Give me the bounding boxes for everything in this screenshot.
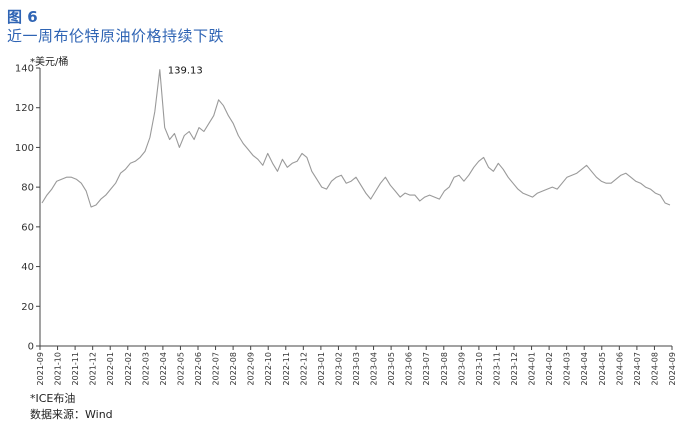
- y-tick-label: 120: [15, 103, 34, 114]
- x-tick-label: 2024-03: [563, 352, 572, 385]
- x-tick-label: 2024-08: [650, 352, 659, 385]
- peak-annotation: 139.13: [168, 66, 203, 77]
- x-tick-label: 2023-09: [457, 352, 466, 385]
- x-tick-label: 2021-11: [71, 352, 80, 385]
- annotations: 139.13: [168, 66, 203, 77]
- note: *ICE布油: [30, 392, 76, 405]
- chart-title: 近一周布伦特原油价格持续下跌: [7, 27, 225, 45]
- x-tick-label: 2022-03: [141, 352, 150, 385]
- x-tick-label: 2023-06: [405, 352, 414, 385]
- x-tick-label: 2024-02: [545, 352, 554, 385]
- x-tick-label: 2021-09: [36, 352, 45, 385]
- x-tick-label: 2022-10: [264, 352, 273, 385]
- x-tick-label: 2023-04: [370, 352, 379, 385]
- x-tick-label: 2023-10: [475, 352, 484, 385]
- x-tick-label: 2022-09: [247, 352, 256, 385]
- x-tick-label: 2024-04: [580, 352, 589, 385]
- y-tick-label: 100: [15, 143, 34, 154]
- x-tick-label: 2022-08: [229, 352, 238, 385]
- x-tick-label: 2022-07: [212, 352, 221, 385]
- x-tick-label: 2022-04: [159, 352, 168, 385]
- x-tick-label: 2024-01: [528, 352, 537, 385]
- x-tick-label: 2023-08: [440, 352, 449, 385]
- figure-number: 图 6: [7, 8, 38, 26]
- x-tick-label: 2023-12: [510, 352, 519, 385]
- x-tick-label: 2022-06: [194, 352, 203, 385]
- x-tick-label: 2022-01: [106, 352, 115, 385]
- price-series-line-0: [41, 69, 671, 208]
- y-tick-label: 80: [21, 183, 34, 194]
- y-axis: 0 20 40 60 80 100 120 140: [15, 64, 41, 353]
- x-tick-label: 2023-01: [317, 352, 326, 385]
- x-tick-label: 2022-05: [176, 352, 185, 385]
- x-tick-label: 2023-03: [352, 352, 361, 385]
- y-tick-label: 60: [21, 222, 34, 233]
- x-tick-label: 2024-09: [668, 352, 677, 385]
- x-tick-label: 2023-11: [492, 352, 501, 385]
- y-tick-label: 0: [28, 342, 34, 353]
- x-tick-label: 2022-11: [282, 352, 291, 385]
- x-tick-label: 2021-12: [89, 352, 98, 385]
- x-tick-label: 2021-10: [54, 352, 63, 385]
- x-tick-label: 2023-05: [387, 352, 396, 385]
- y-tick-label: 20: [21, 302, 34, 313]
- y-tick-label: 140: [15, 64, 34, 75]
- x-tick-label: 2024-07: [633, 352, 642, 385]
- y-tick-label: 40: [21, 262, 34, 273]
- data-source: 数据来源：Wind: [30, 408, 113, 421]
- x-tick-label: 2024-05: [598, 352, 607, 385]
- x-tick-label: 2023-07: [422, 352, 431, 385]
- x-tick-label: 2022-02: [124, 352, 133, 385]
- y-axis-unit: *美元/桶: [30, 57, 69, 68]
- x-axis: 2021-09 2021-10 2021-11 2021-12 2022-01 2022-…: [36, 345, 677, 385]
- x-tick-label: 2023-02: [334, 352, 343, 385]
- x-tick-label: 2022-12: [299, 352, 308, 385]
- plot-area: [41, 69, 671, 208]
- x-tick-label: 2024-06: [615, 352, 624, 385]
